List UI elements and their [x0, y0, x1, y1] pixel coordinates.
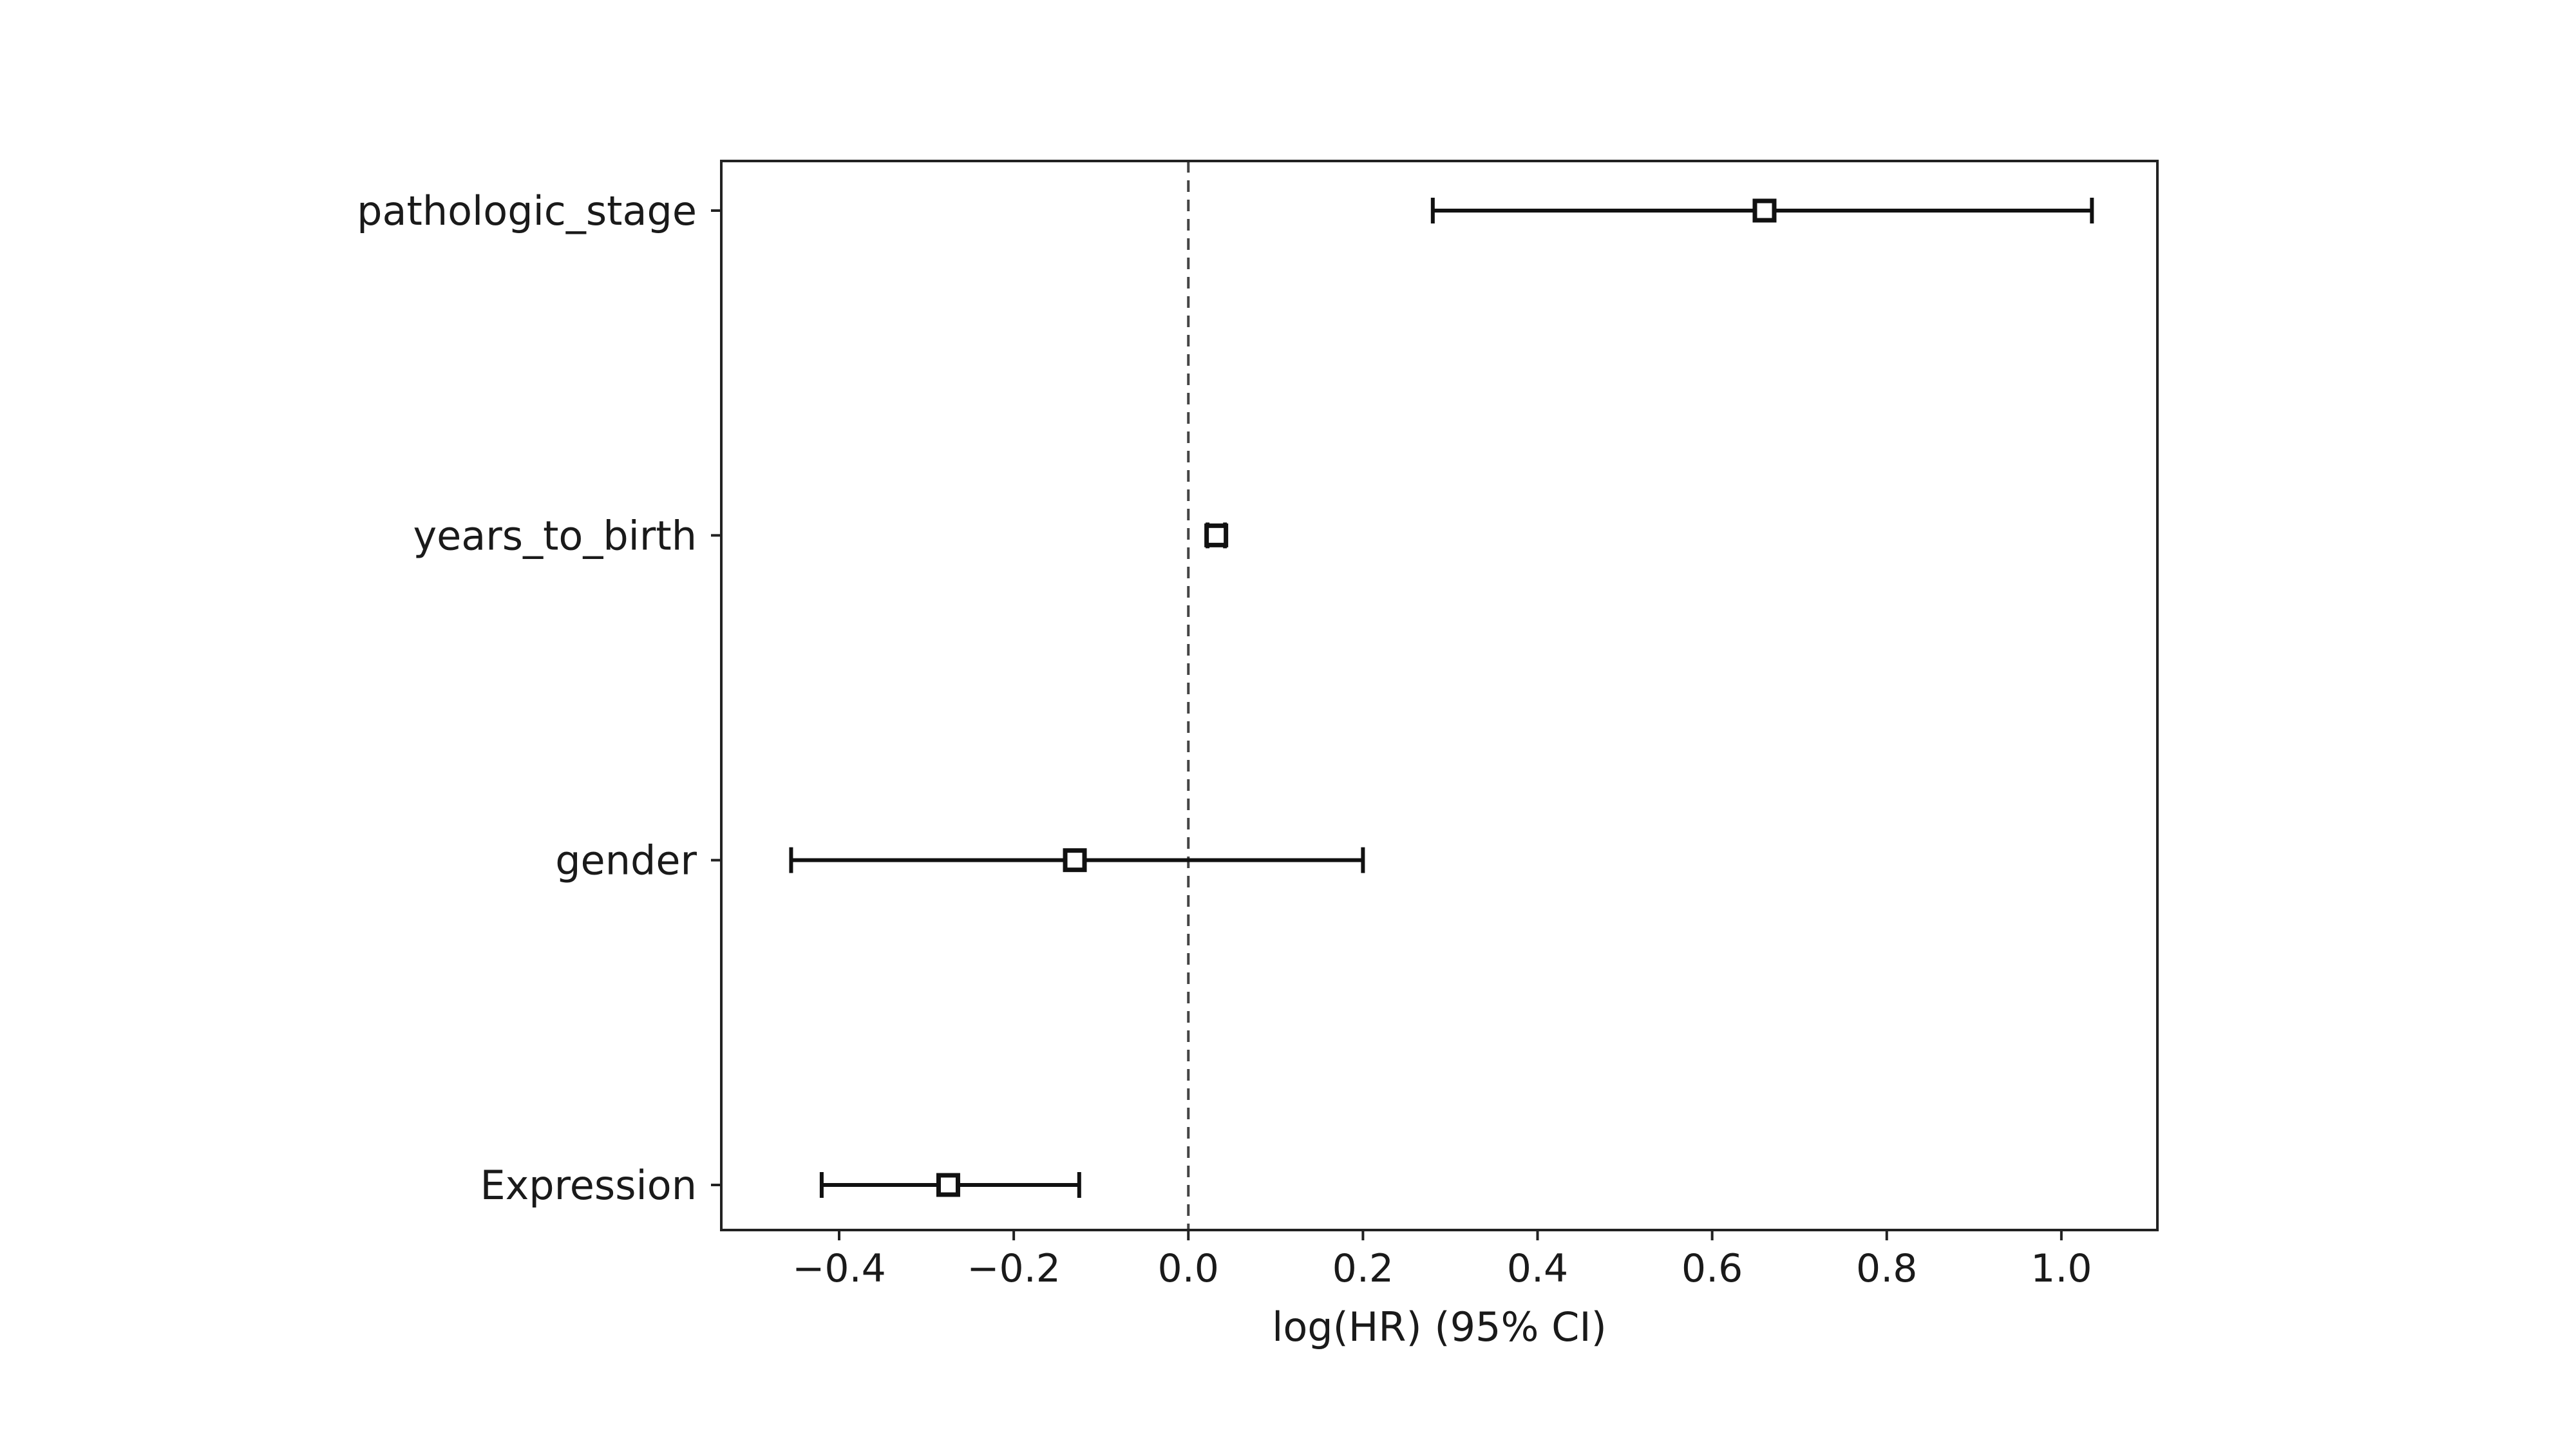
y-tick-label: pathologic_stage [357, 187, 697, 234]
estimate-marker [1063, 848, 1087, 873]
y-tick-label: Expression [480, 1162, 697, 1209]
estimate-marker [1204, 523, 1229, 547]
x-axis-label: log(HR) (95% CI) [1272, 1303, 1607, 1350]
estimate-marker [936, 1173, 960, 1197]
x-axis-ticks: −0.4 −0.2 0.0 0.2 0.4 0.6 0.8 1.0 [792, 1230, 2092, 1291]
x-tick-label: 0.6 [1681, 1246, 1743, 1291]
x-tick-label: 0.8 [1856, 1246, 1917, 1291]
y-tick-label: gender [555, 837, 697, 884]
x-tick-label: 0.4 [1507, 1246, 1568, 1291]
estimate-markers [936, 198, 1777, 1197]
x-tick-label: 0.2 [1332, 1246, 1394, 1291]
y-tick-label: years_to_birth [413, 512, 697, 559]
x-tick-label: 0.0 [1158, 1246, 1219, 1291]
x-tick-label: −0.2 [967, 1246, 1061, 1291]
x-tick-label: 1.0 [2031, 1246, 2092, 1291]
plot-frame [720, 160, 2159, 1231]
estimate-marker [1752, 198, 1777, 223]
x-tick-label: −0.4 [792, 1246, 886, 1291]
